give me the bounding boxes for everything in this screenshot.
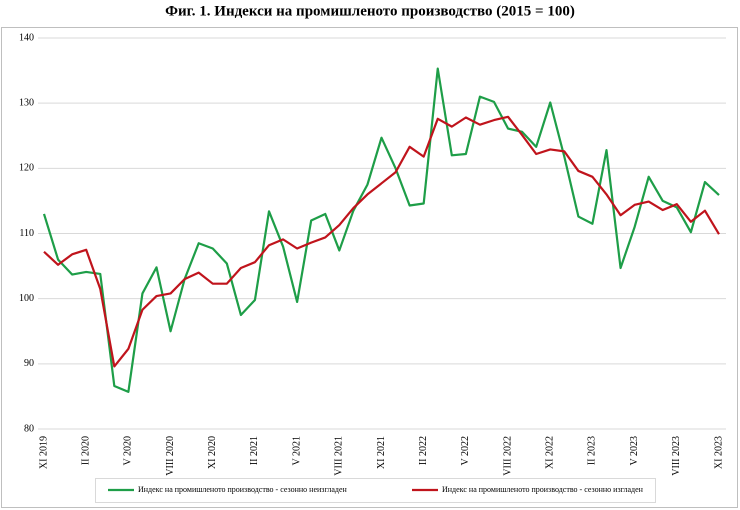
x-tick-label: V 2020 — [123, 436, 134, 466]
series-line — [42, 67, 720, 393]
legend-frame — [95, 478, 656, 503]
chart-frame — [1, 27, 738, 508]
x-tick-label: V 2023 — [629, 436, 640, 466]
y-tick-label: 90 — [24, 358, 34, 369]
x-tick-label: II 2022 — [418, 436, 429, 465]
y-tick-label: 140 — [19, 32, 34, 43]
x-tick-label: XI 2022 — [545, 436, 556, 469]
x-tick-label: VIII 2021 — [334, 436, 345, 476]
series-line — [43, 115, 720, 368]
y-tick-label: 110 — [19, 228, 34, 239]
x-tick-label: VIII 2022 — [502, 436, 513, 476]
y-tick-label: 130 — [19, 97, 34, 108]
chart-title: Фиг. 1. Индекси на промишленото производ… — [165, 3, 575, 19]
x-tick-label: XI 2020 — [207, 436, 218, 469]
x-tick-label: VIII 2020 — [165, 436, 176, 476]
x-tick-label: XI 2019 — [38, 436, 49, 469]
x-tick-label: XI 2021 — [376, 436, 387, 469]
legend-label: Индекс на промишленото производство - се… — [442, 485, 644, 494]
x-tick-label: XI 2023 — [713, 436, 724, 469]
x-tick-label: VIII 2023 — [671, 436, 682, 476]
x-tick-label: II 2021 — [249, 436, 260, 465]
x-tick-label: II 2020 — [80, 436, 91, 465]
legend-label: Индекс на промишленото производство - се… — [138, 485, 347, 494]
x-tick-label: V 2021 — [291, 436, 302, 466]
y-tick-label: 100 — [19, 293, 34, 304]
x-tick-label: V 2022 — [460, 436, 471, 466]
y-tick-label: 120 — [19, 163, 34, 174]
y-tick-label: 80 — [24, 423, 34, 434]
x-tick-label: II 2023 — [587, 436, 598, 465]
